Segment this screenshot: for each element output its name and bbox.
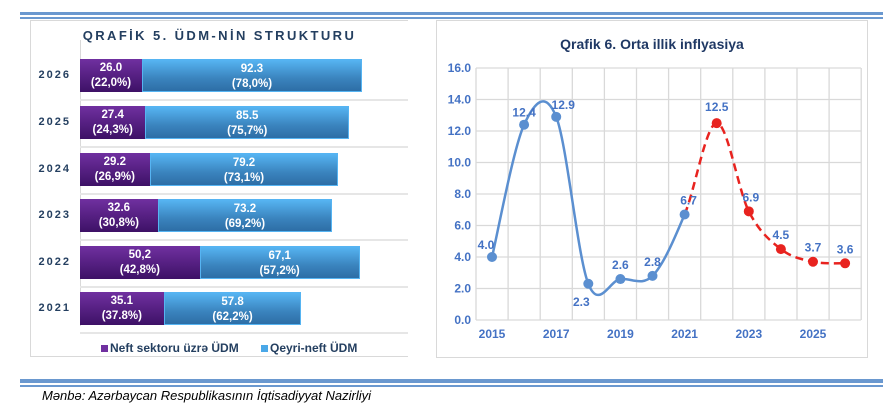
year-label: 2026 <box>38 69 71 81</box>
bar-oil-2026: 26.0 (22,0%) <box>80 59 142 92</box>
year-label: 2023 <box>38 209 71 221</box>
data-point-2018 <box>583 278 594 289</box>
data-point-2021 <box>679 209 690 220</box>
data-label-2023: 6.9 <box>742 190 759 204</box>
x-tick-label: 2025 <box>800 327 827 341</box>
legend-oil: Neft sektoru üzrə ÜDM <box>101 341 239 355</box>
data-label-2019: 2.6 <box>612 258 629 272</box>
x-tick-label: 2023 <box>735 327 762 341</box>
bar-oil-2021: 35.1 (37.8%) <box>80 292 164 325</box>
inflation-plot: 0.0 2.0 4.0 6.0 8.0 10.0 12.0 14.0 16.0 2015 2017 2… <box>448 61 862 341</box>
y-tick-label: 14.0 <box>448 93 472 107</box>
y-tick-label: 10.0 <box>448 156 472 170</box>
y-tick-label: 4.0 <box>454 250 471 264</box>
bar-nonoil-2024: 79.2 (73,1%) <box>149 153 339 186</box>
data-point-2025 <box>808 256 818 267</box>
data-point-2015 <box>487 252 497 262</box>
data-label-2020: 2.8 <box>644 255 661 269</box>
year-label: 2024 <box>38 163 71 175</box>
gdp-structure-chart: QRAFİK 5. ÜDM-NİN STRUKTURU 2026 26.0 (22,… <box>30 20 408 357</box>
bottom-rule-thin <box>20 385 883 387</box>
data-point-2016 <box>519 119 530 130</box>
y-tick-label: 2.0 <box>454 282 471 296</box>
data-label-2026: 3.6 <box>837 242 854 256</box>
x-tick-label: 2021 <box>671 327 698 341</box>
bar-nonoil-2021: 57.8 (62,2%) <box>163 292 302 325</box>
bottom-rule <box>20 379 883 383</box>
chart6-title: Qrafik 6. Orta illik inflyasiya <box>560 36 744 52</box>
x-tick-label: 2015 <box>479 327 506 341</box>
y-tick-label: 12.0 <box>448 124 472 138</box>
data-label-2022: 12.5 <box>705 100 729 114</box>
data-point-2022 <box>711 118 722 129</box>
source-note: Mənbə: Azərbaycan Respublikasının İqtisa… <box>42 388 372 403</box>
data-point-2019 <box>615 274 626 285</box>
data-point-2023 <box>743 206 754 217</box>
bar-oil-2022: 50,2 (42,8%) <box>80 246 200 279</box>
y-tick-label: 16.0 <box>448 61 472 75</box>
data-point-2026 <box>840 258 851 269</box>
data-point-2024 <box>775 244 786 255</box>
x-tick-label: 2019 <box>607 327 634 341</box>
year-label: 2025 <box>38 116 71 128</box>
data-label-2015: 4.0 <box>478 238 495 252</box>
bar-nonoil-2026: 92.3 (78,0%) <box>141 59 362 92</box>
top-rule <box>20 12 883 15</box>
data-point-2017 <box>551 111 562 122</box>
year-label: 2021 <box>38 302 71 314</box>
data-label-2018: 2.3 <box>573 295 590 309</box>
y-tick-label: 8.0 <box>454 187 471 201</box>
data-point-2020 <box>647 270 658 281</box>
data-label-2025: 3.7 <box>805 241 822 255</box>
data-label-2016: 12.4 <box>512 106 536 120</box>
data-label-2017: 12.9 <box>552 98 576 112</box>
x-tick-label: 2017 <box>543 327 570 341</box>
inflation-chart: Qrafik 6. Orta illik inflyasiya 0.0 2.0 4.… <box>436 20 868 358</box>
y-tick-label: 0.0 <box>454 313 471 327</box>
bar-oil-2024: 29.2 (26,9%) <box>80 153 150 186</box>
top-rule-thin <box>20 17 883 19</box>
bar-oil-2025: 27.4 (24,3%) <box>80 106 146 139</box>
bar-oil-2023: 32.6 (30,8%) <box>80 199 158 232</box>
bar-nonoil-2025: 85.5 (75,7%) <box>145 106 350 139</box>
bar-nonoil-2022: 67,1 (57,2%) <box>199 246 360 279</box>
data-label-2024: 4.5 <box>773 228 790 242</box>
bar-nonoil-2023: 73.2 (69,2%) <box>157 199 333 232</box>
data-label-2021: 6.7 <box>680 193 697 207</box>
chart5-title: QRAFİK 5. ÜDM-NİN STRUKTURU <box>82 28 357 43</box>
y-tick-label: 6.0 <box>454 219 471 233</box>
year-label: 2022 <box>38 256 71 268</box>
legend-nonoil: Qeyri-neft ÜDM <box>261 341 357 355</box>
